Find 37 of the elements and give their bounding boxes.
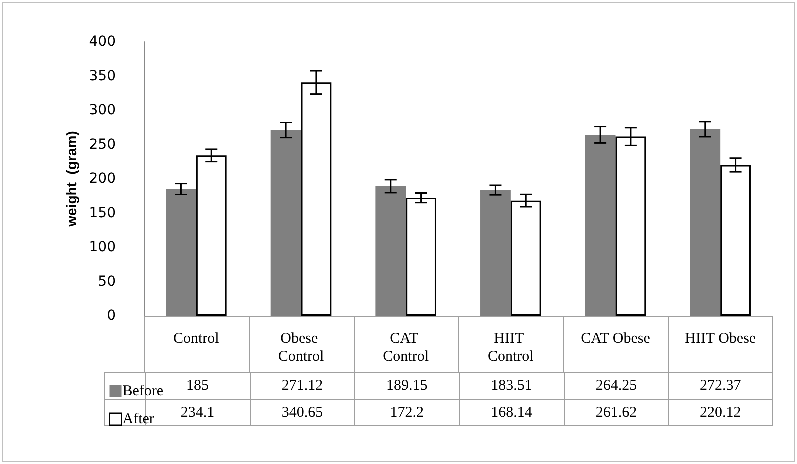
bar [690, 129, 721, 316]
data-label: 172.2 [354, 400, 459, 425]
bar [406, 198, 436, 316]
data-label: 340.65 [250, 400, 354, 425]
y-tick-label: 350 [89, 68, 116, 84]
bar [270, 130, 302, 316]
data-label: 272.37 [668, 373, 773, 399]
y-tick-label: 150 [89, 205, 116, 222]
x-tick-label: Obese Control [278, 331, 324, 365]
bar [166, 189, 196, 316]
data-label: 264.25 [564, 373, 668, 399]
bar [480, 190, 511, 316]
y-tick-label: 0 [107, 308, 116, 324]
y-tick-label: 100 [89, 240, 116, 256]
data-label: 271.12 [250, 373, 354, 399]
x-tick-label: HIIT Obese [685, 331, 756, 347]
x-tick-label: CAT Obese [581, 331, 651, 347]
data-label: 185 [186, 378, 210, 394]
data-label: 261.62 [564, 400, 668, 425]
data-label: 168.14 [458, 400, 564, 425]
bar [376, 186, 406, 316]
x-tick-label: HIIT Control [488, 331, 534, 365]
data-label: 220.12 [668, 400, 773, 425]
data-label: 234.1 [180, 405, 215, 421]
x-tick-label: Control [173, 331, 220, 347]
data-label: 183.51 [458, 373, 564, 399]
legend-label: Before [122, 384, 164, 400]
x-tick-label: CAT Control [383, 331, 430, 365]
y-tick-label: 200 [89, 171, 116, 187]
y-tick-label: 250 [89, 136, 116, 153]
data-label: 189.15 [354, 373, 459, 399]
y-tick-label: 400 [89, 34, 116, 50]
y-axis-title: weight (gram) [63, 131, 80, 228]
bar [585, 134, 616, 316]
y-tick-label: 300 [89, 102, 116, 118]
legend-label: After [122, 412, 154, 428]
y-tick-label: 50 [98, 274, 116, 290]
